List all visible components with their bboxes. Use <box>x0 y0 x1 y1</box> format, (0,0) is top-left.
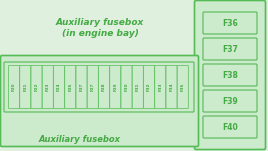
Text: Auxiliary fusebox: Auxiliary fusebox <box>39 135 121 145</box>
FancyBboxPatch shape <box>203 90 257 112</box>
Text: F39: F39 <box>222 96 238 106</box>
Text: F28: F28 <box>102 83 106 91</box>
Text: F23: F23 <box>46 83 50 91</box>
Text: F32: F32 <box>147 83 151 91</box>
FancyBboxPatch shape <box>155 66 166 109</box>
Text: F31: F31 <box>136 83 140 91</box>
Text: F38: F38 <box>222 71 238 79</box>
FancyBboxPatch shape <box>87 66 98 109</box>
FancyBboxPatch shape <box>54 66 65 109</box>
FancyBboxPatch shape <box>9 66 20 109</box>
FancyBboxPatch shape <box>1 56 199 146</box>
Text: F22: F22 <box>35 83 39 91</box>
FancyBboxPatch shape <box>203 116 257 138</box>
Text: F24: F24 <box>57 83 61 91</box>
FancyBboxPatch shape <box>195 0 266 149</box>
FancyBboxPatch shape <box>177 66 188 109</box>
Text: F21: F21 <box>23 83 27 91</box>
FancyBboxPatch shape <box>203 38 257 60</box>
Text: F29: F29 <box>113 83 117 91</box>
FancyBboxPatch shape <box>203 12 257 34</box>
FancyBboxPatch shape <box>99 66 110 109</box>
FancyBboxPatch shape <box>121 66 132 109</box>
FancyBboxPatch shape <box>65 66 76 109</box>
Text: F33: F33 <box>158 83 162 91</box>
FancyBboxPatch shape <box>132 66 143 109</box>
Text: F36: F36 <box>222 19 238 27</box>
FancyBboxPatch shape <box>166 66 177 109</box>
Text: F40: F40 <box>222 122 238 132</box>
FancyBboxPatch shape <box>20 66 31 109</box>
Text: F35: F35 <box>181 83 185 91</box>
FancyBboxPatch shape <box>4 62 194 112</box>
Text: F37: F37 <box>222 45 238 53</box>
Text: F34: F34 <box>170 83 173 91</box>
Text: F27: F27 <box>91 83 95 91</box>
Text: F20: F20 <box>12 83 16 91</box>
FancyBboxPatch shape <box>31 66 42 109</box>
FancyBboxPatch shape <box>42 66 53 109</box>
Text: F30: F30 <box>125 83 129 91</box>
FancyBboxPatch shape <box>76 66 87 109</box>
Text: F25: F25 <box>68 83 72 91</box>
Text: F27: F27 <box>80 83 84 91</box>
FancyBboxPatch shape <box>143 66 155 109</box>
FancyBboxPatch shape <box>110 66 121 109</box>
FancyBboxPatch shape <box>203 64 257 86</box>
Text: Auxiliary fusebox
(in engine bay): Auxiliary fusebox (in engine bay) <box>56 18 144 38</box>
